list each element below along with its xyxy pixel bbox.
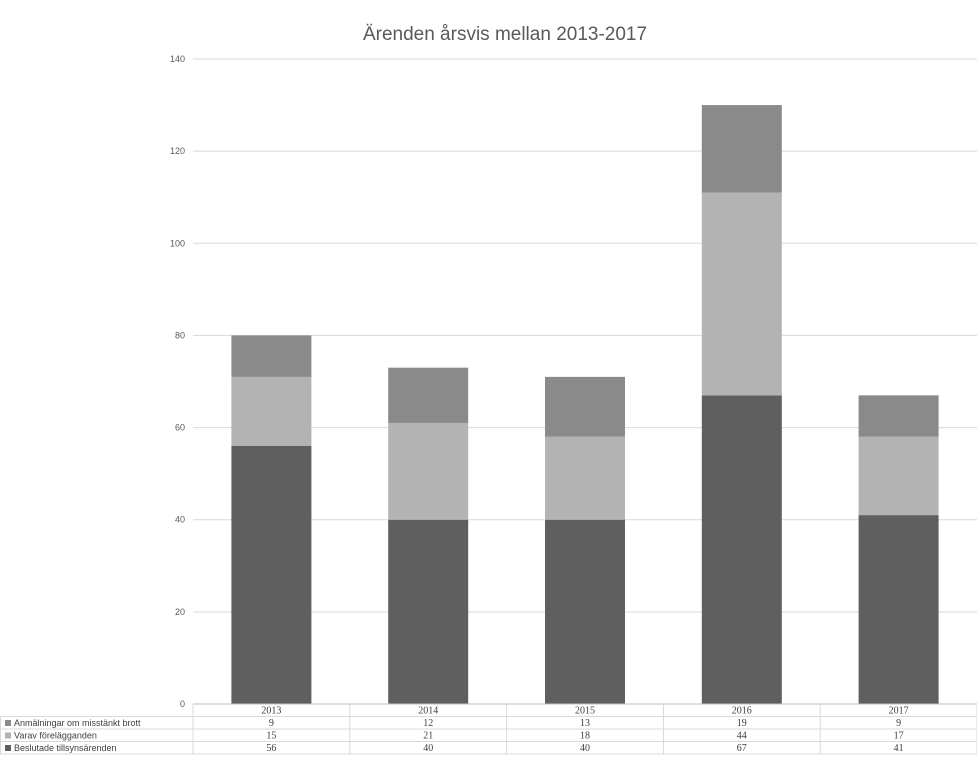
bar-segment: [231, 376, 312, 446]
data-label: 9: [896, 718, 901, 729]
y-tick-label: 120: [170, 146, 185, 156]
data-label: 19: [737, 718, 747, 729]
bar-segment: [388, 367, 469, 423]
data-label: 18: [580, 731, 590, 742]
bar-segment: [858, 436, 939, 516]
data-label: 40: [423, 743, 433, 754]
data-label: 44: [737, 731, 747, 742]
data-label: 21: [423, 731, 433, 742]
data-label: 56: [266, 743, 276, 754]
data-label: 12: [423, 718, 433, 729]
bar-segment: [858, 395, 939, 437]
y-tick-label: 20: [175, 607, 185, 617]
data-table: 2013 2014 2015 2016 2017 Anmälningar om misst…: [0, 703, 977, 755]
bar-segment: [701, 105, 782, 193]
legend-entry: Beslutade tillsynsärenden: [14, 743, 117, 753]
category-label: 2014: [418, 706, 438, 717]
bar-segment: [545, 376, 625, 437]
bar-segment: [231, 446, 312, 704]
category-label: 2016: [732, 706, 752, 717]
category-label: 2013: [261, 706, 281, 717]
y-tick-label: 140: [170, 54, 185, 64]
data-label: 41: [894, 743, 904, 754]
y-axis: 0 20 40 60 80 100 120 140: [170, 54, 185, 709]
y-tick-label: 60: [175, 423, 185, 433]
data-label: 9: [269, 718, 274, 729]
bar-segment: [545, 519, 625, 704]
y-tick-label: 80: [175, 330, 185, 340]
chart-title: Ärenden årsvis mellan 2013-2017: [363, 24, 647, 45]
data-label: 17: [894, 731, 904, 742]
bar-segment: [231, 335, 312, 377]
y-tick-label: 40: [175, 515, 185, 525]
data-label: 15: [266, 731, 276, 742]
bar-segment: [388, 422, 469, 520]
bars: [231, 105, 939, 704]
bar-segment: [701, 395, 782, 704]
legend-swatch: [5, 720, 11, 726]
data-label: 13: [580, 718, 590, 729]
bar-segment: [701, 192, 782, 396]
legend-entry: Anmälningar om misstänkt brott: [14, 718, 141, 728]
data-label: 67: [737, 743, 747, 754]
data-label: 40: [580, 743, 590, 754]
category-label: 2017: [889, 706, 909, 717]
y-tick-label: 100: [170, 238, 185, 248]
bar-segment: [858, 515, 939, 704]
bar-segment: [388, 519, 469, 704]
legend-entry: Varav förelägganden: [14, 731, 97, 741]
bar-segment: [545, 436, 625, 520]
legend-swatch: [5, 745, 11, 751]
category-label: 2015: [575, 706, 595, 717]
legend-swatch: [5, 732, 11, 739]
y-tick-label: 0: [180, 699, 185, 709]
